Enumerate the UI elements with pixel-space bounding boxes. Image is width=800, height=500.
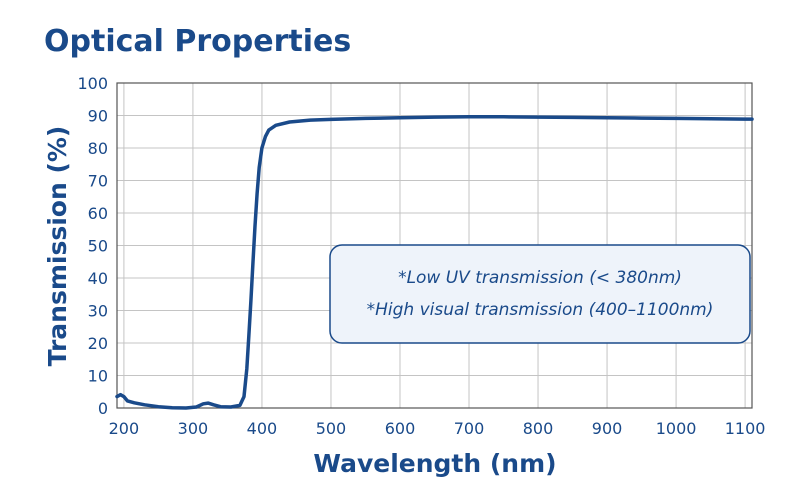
y-tick-label: 60 bbox=[88, 204, 108, 223]
y-tick-label: 80 bbox=[88, 139, 108, 158]
y-tick-label: 90 bbox=[88, 107, 108, 126]
plot-frame bbox=[116, 82, 753, 409]
annotation-box: *Low UV transmission (< 380nm) *High vis… bbox=[329, 244, 751, 344]
x-tick-label: 1000 bbox=[656, 419, 697, 438]
annotation-box-background bbox=[329, 244, 751, 344]
x-tick-label: 600 bbox=[385, 419, 416, 438]
series-line bbox=[115, 115, 754, 410]
y-tick-label: 70 bbox=[88, 172, 108, 191]
y-tick-labels: 0 10 20 30 40 50 60 70 80 90 100 bbox=[77, 74, 108, 418]
y-tick-label: 10 bbox=[88, 367, 108, 386]
x-tick-label: 200 bbox=[109, 419, 140, 438]
annotation-high-visual: *High visual transmission (400–1100nm) bbox=[367, 300, 714, 320]
y-tick-label: 100 bbox=[77, 74, 108, 93]
y-tick-label: 0 bbox=[98, 399, 108, 418]
x-tick-label: 800 bbox=[523, 419, 554, 438]
y-axis-title: Transmission (%) bbox=[43, 126, 72, 367]
x-tick-label: 500 bbox=[316, 419, 347, 438]
x-tick-label: 400 bbox=[247, 419, 278, 438]
x-tick-labels: 200 300 400 500 600 700 800 900 1000 1100 bbox=[109, 419, 766, 438]
y-tick-label: 50 bbox=[88, 237, 108, 256]
y-tick-label: 20 bbox=[88, 334, 108, 353]
x-tick-label: 900 bbox=[592, 419, 623, 438]
y-tick-label: 40 bbox=[88, 269, 108, 288]
x-tick-label: 300 bbox=[178, 419, 209, 438]
chart-title: Optical Properties bbox=[44, 24, 351, 59]
x-tick-label: 700 bbox=[454, 419, 485, 438]
x-axis-title: Wavelength (nm) bbox=[313, 449, 556, 478]
plot-border bbox=[116, 82, 753, 409]
x-tick-label: 1100 bbox=[725, 419, 766, 438]
y-tick-label: 30 bbox=[88, 302, 108, 321]
annotation-low-uv: *Low UV transmission (< 380nm) bbox=[398, 268, 682, 288]
